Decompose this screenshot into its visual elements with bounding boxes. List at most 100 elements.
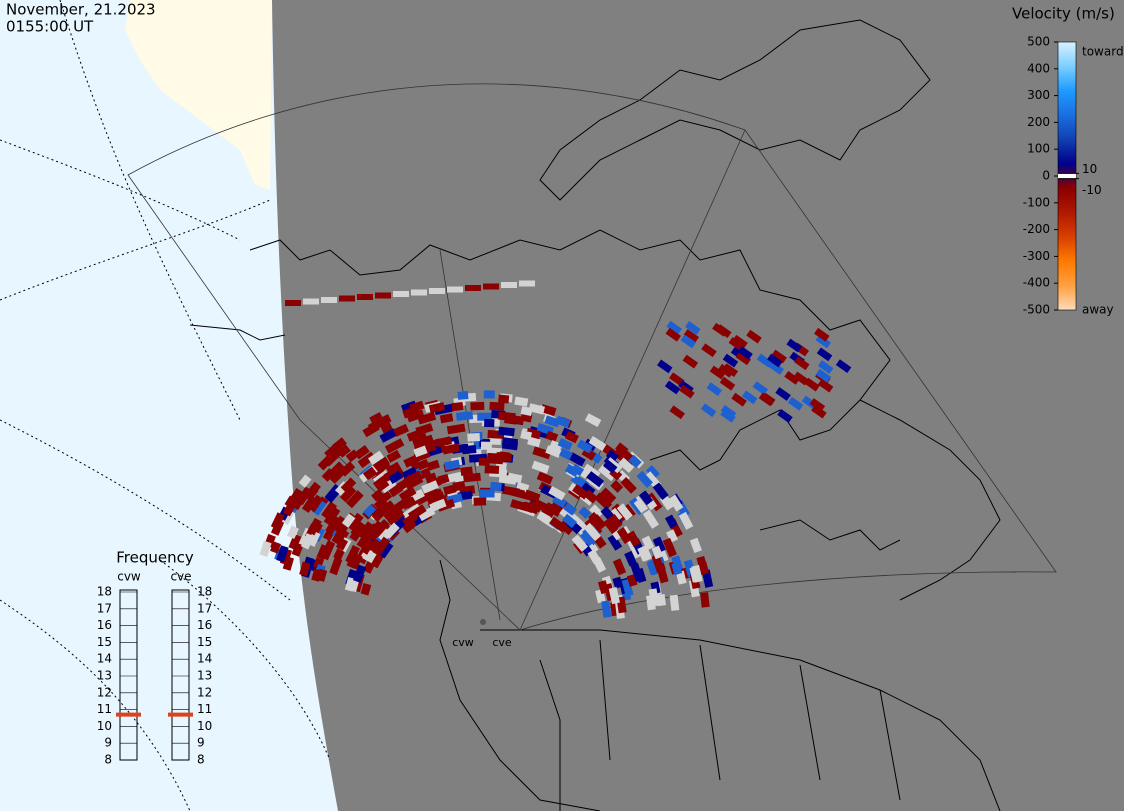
cell [758,392,775,407]
cell [637,545,651,562]
cell [436,436,453,448]
cell [583,522,602,542]
cell [510,499,530,512]
cell [630,562,644,583]
cell [439,413,454,424]
cell [569,513,587,531]
cell [572,484,589,500]
cell [325,515,342,535]
cell [463,472,481,483]
cell [498,394,510,404]
cell [737,345,753,360]
cell [298,474,312,488]
cell [432,498,447,511]
cell [787,396,804,411]
freq-tick-label: 14 [197,652,212,666]
cell [375,292,391,299]
frequency-panel: Frequency cvw 8 9 10 11 12 13 14 15 16 17 18 cve 8 9 10… [97,549,213,767]
cell [722,363,739,378]
cell [346,512,364,532]
cell [701,343,717,358]
cell [465,285,481,291]
cell [784,370,800,385]
scale-tick-label: 0 [1042,169,1050,183]
cell [497,411,516,422]
cell [578,506,592,520]
cell [816,347,833,362]
cell [473,497,487,506]
cell [335,537,349,551]
cell [376,518,390,532]
scale-tick-label: -200 [1023,222,1050,236]
cell [490,481,502,491]
cell [618,457,635,474]
cell [398,486,417,502]
site-label: cve [492,636,512,649]
zero-band [1058,173,1076,179]
cell [771,349,787,364]
day-region [272,0,1124,811]
cell [413,445,428,458]
cell [346,555,359,569]
cell [324,441,342,459]
cell [576,439,594,454]
freq-tick-label: 15 [197,635,212,649]
cell [354,444,370,460]
cell [443,459,461,471]
cell [329,557,343,576]
cell [373,536,391,555]
cell [483,283,499,290]
cell [345,545,361,565]
freq-tick-label: 14 [97,652,112,666]
cell [331,526,347,545]
cell [669,594,680,611]
cell [388,483,404,498]
cell [523,489,541,503]
freq-tick-label: 17 [97,601,112,615]
cell [329,466,347,484]
cell [393,291,409,297]
cell [303,298,319,305]
cell [675,570,687,585]
cell [495,452,512,462]
cell [608,514,623,530]
cell [421,480,439,494]
cell [669,405,685,420]
cell [815,368,832,383]
cell [835,359,852,374]
cell [728,336,745,351]
cell [551,494,568,509]
freq-tick-label: 13 [197,669,212,683]
freq-tick-label: 12 [97,685,112,699]
scale-title: Velocity (m/s) [1012,5,1115,23]
cell [286,525,299,539]
cell [388,470,404,484]
cell [403,470,423,486]
velocity-cells [259,280,852,619]
cell [307,517,322,536]
cell [706,382,723,397]
cell [437,473,450,485]
cell [683,329,700,343]
cell [411,458,430,473]
cell [443,484,457,496]
cell [379,428,398,443]
cell [641,535,655,551]
away-label: away [1082,303,1114,317]
cell [793,371,809,386]
cell [442,443,460,455]
cell [323,506,341,526]
cell [455,411,474,421]
toward-label: toward [1082,45,1124,59]
cell [616,527,632,545]
cell [367,418,384,433]
cell [608,587,620,605]
cell [457,391,469,400]
cell [402,405,420,419]
cell [768,361,784,375]
cell [446,423,466,435]
cell [610,479,624,493]
cell [288,533,302,551]
cell [401,466,418,481]
cell [809,398,826,412]
